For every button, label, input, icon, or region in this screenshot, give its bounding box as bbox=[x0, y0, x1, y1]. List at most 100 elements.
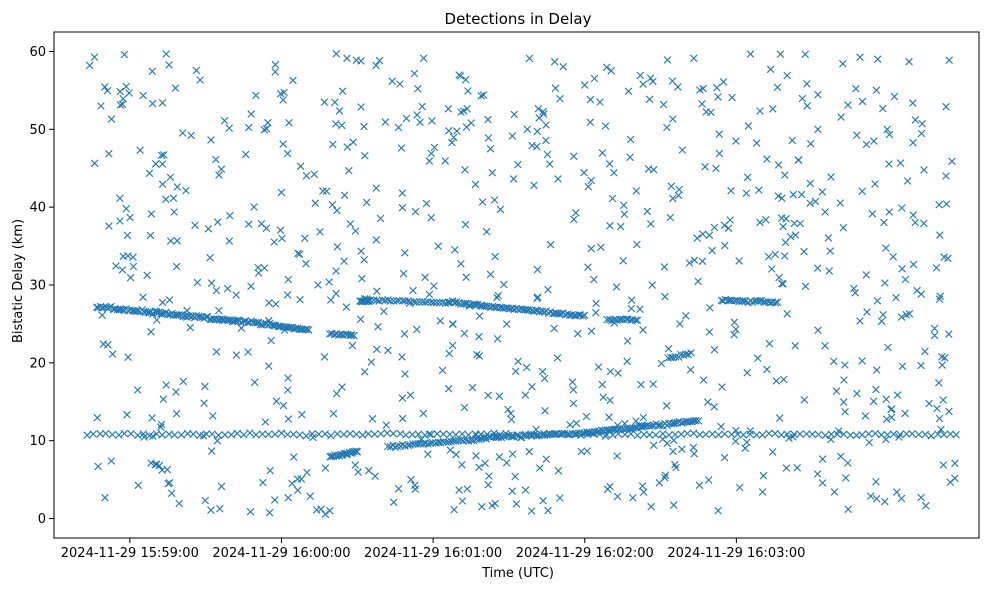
data-point bbox=[872, 366, 881, 374]
data-point bbox=[659, 100, 668, 109]
data-point bbox=[363, 297, 372, 305]
data-point bbox=[169, 194, 178, 202]
data-point bbox=[902, 430, 911, 438]
data-point bbox=[596, 98, 604, 106]
data-point bbox=[272, 397, 281, 405]
data-point bbox=[590, 74, 599, 83]
data-point bbox=[532, 425, 540, 434]
data-point bbox=[821, 342, 829, 350]
data-point bbox=[694, 417, 703, 425]
data-point bbox=[637, 380, 645, 389]
data-point bbox=[278, 234, 286, 243]
data-point bbox=[123, 410, 131, 419]
data-point bbox=[139, 293, 147, 302]
data-point bbox=[941, 354, 949, 362]
data-point bbox=[129, 262, 138, 271]
data-point bbox=[569, 385, 578, 394]
data-point bbox=[592, 299, 600, 308]
data-point bbox=[398, 203, 407, 212]
data-point bbox=[632, 187, 641, 195]
data-point bbox=[701, 162, 709, 171]
data-point bbox=[574, 329, 582, 338]
data-point bbox=[619, 257, 627, 265]
data-point bbox=[909, 138, 917, 147]
data-point bbox=[103, 86, 112, 95]
y-axis-label-group: Bistatic Delay (km) bbox=[11, 219, 26, 343]
data-point bbox=[303, 325, 311, 333]
data-point bbox=[372, 184, 381, 192]
data-point bbox=[296, 162, 305, 171]
data-point bbox=[889, 253, 897, 261]
data-point bbox=[332, 289, 340, 298]
data-point bbox=[173, 183, 182, 191]
data-point bbox=[421, 298, 429, 307]
data-point bbox=[152, 307, 160, 316]
data-point bbox=[782, 464, 791, 472]
data-point bbox=[612, 283, 621, 291]
data-point bbox=[303, 468, 311, 477]
data-point bbox=[797, 190, 806, 199]
data-point bbox=[151, 160, 160, 168]
data-point bbox=[271, 430, 279, 439]
data-point bbox=[882, 435, 890, 444]
data-point bbox=[399, 269, 408, 278]
data-point bbox=[837, 113, 845, 121]
data-point bbox=[730, 330, 738, 339]
data-point bbox=[373, 287, 381, 295]
data-point bbox=[406, 391, 415, 399]
data-point bbox=[148, 99, 157, 108]
data-point bbox=[427, 430, 435, 439]
data-point bbox=[827, 173, 835, 181]
data-point bbox=[199, 432, 208, 440]
data-point bbox=[475, 312, 484, 320]
data-point bbox=[937, 425, 945, 434]
data-point bbox=[643, 207, 652, 216]
data-point bbox=[201, 496, 209, 505]
data-point bbox=[554, 467, 563, 475]
data-point bbox=[920, 166, 928, 174]
data-point bbox=[118, 266, 127, 274]
data-point bbox=[329, 409, 338, 418]
data-point bbox=[486, 145, 495, 153]
data-point bbox=[866, 492, 875, 500]
data-point bbox=[254, 269, 263, 277]
data-point bbox=[260, 264, 269, 272]
data-point bbox=[806, 199, 814, 208]
data-point bbox=[533, 294, 541, 303]
data-point bbox=[715, 149, 724, 158]
x-tick-label: 2024-11-29 15:59:00 bbox=[61, 546, 199, 561]
data-point bbox=[136, 146, 144, 154]
data-point bbox=[841, 361, 849, 369]
data-point bbox=[858, 430, 866, 439]
data-point bbox=[779, 280, 787, 288]
data-point bbox=[343, 54, 351, 63]
data-point bbox=[241, 150, 250, 159]
data-point bbox=[930, 331, 939, 340]
chart-title: Detections in Delay bbox=[445, 10, 592, 28]
data-point bbox=[463, 485, 471, 493]
data-point bbox=[774, 161, 783, 169]
data-point bbox=[921, 347, 929, 356]
data-point bbox=[542, 455, 551, 463]
data-point bbox=[412, 298, 420, 306]
data-point bbox=[457, 260, 465, 268]
data-point bbox=[744, 122, 753, 130]
data-point bbox=[465, 302, 474, 310]
data-point bbox=[789, 190, 798, 199]
data-point bbox=[332, 389, 341, 398]
data-point bbox=[438, 366, 447, 375]
data-point bbox=[101, 83, 109, 91]
data-point bbox=[504, 405, 512, 414]
data-point bbox=[710, 223, 719, 232]
data-point bbox=[425, 157, 434, 165]
data-point bbox=[752, 431, 761, 439]
data-point bbox=[410, 69, 419, 78]
data-point bbox=[540, 374, 549, 383]
data-point bbox=[714, 431, 723, 439]
data-point bbox=[502, 459, 511, 467]
data-point bbox=[606, 367, 615, 376]
data-point bbox=[765, 429, 773, 438]
data-point bbox=[758, 431, 767, 439]
data-point bbox=[648, 281, 656, 289]
data-point bbox=[463, 105, 471, 113]
